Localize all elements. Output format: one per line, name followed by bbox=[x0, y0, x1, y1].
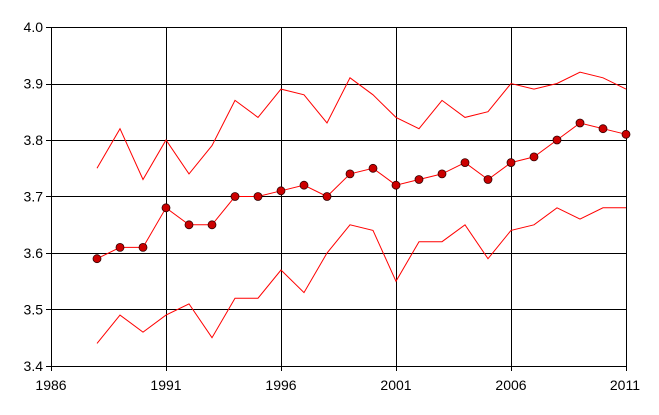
data-point bbox=[437, 169, 447, 179]
data-point bbox=[621, 129, 631, 139]
y-tick-label: 4.0 bbox=[24, 19, 44, 35]
marker-group bbox=[92, 118, 631, 264]
data-point bbox=[506, 158, 516, 168]
data-point bbox=[552, 135, 562, 145]
data-point bbox=[414, 175, 424, 184]
y-tick-label: 3.7 bbox=[24, 189, 44, 205]
x-tick-labels: 1986 1991 1996 2001 2006 2011 bbox=[35, 377, 640, 393]
data-point bbox=[253, 192, 263, 201]
data-point bbox=[230, 192, 240, 201]
data-point bbox=[92, 254, 102, 264]
y-tick-label: 3.9 bbox=[24, 76, 44, 92]
series-line-upper bbox=[96, 71, 627, 181]
data-point bbox=[460, 158, 470, 168]
data-point bbox=[391, 180, 401, 190]
y-tick-label: 3.6 bbox=[24, 245, 44, 261]
x-tick-label: 2006 bbox=[495, 377, 526, 393]
data-point bbox=[598, 124, 608, 134]
data-point bbox=[483, 175, 493, 184]
axis-frame bbox=[46, 27, 627, 371]
y-tick-label: 3.4 bbox=[24, 358, 44, 374]
grid-lines bbox=[51, 27, 627, 367]
data-point bbox=[529, 152, 539, 162]
data-point bbox=[276, 186, 286, 196]
x-tick-label: 1991 bbox=[150, 377, 181, 393]
data-point bbox=[575, 118, 585, 128]
data-point bbox=[138, 242, 148, 252]
x-tick-label: 2001 bbox=[380, 377, 411, 393]
data-point bbox=[368, 163, 378, 173]
data-point bbox=[115, 242, 125, 252]
y-tick-labels: 3.4 3.5 3.6 3.7 3.8 3.9 4.0 bbox=[24, 19, 44, 374]
y-tick-label: 3.5 bbox=[24, 302, 44, 318]
series-line-lower bbox=[96, 207, 626, 344]
data-point bbox=[161, 203, 171, 213]
x-tick-label: 1996 bbox=[265, 377, 296, 393]
data-point bbox=[322, 192, 332, 201]
y-tick-label: 3.8 bbox=[24, 132, 44, 148]
data-point bbox=[299, 180, 309, 190]
data-point bbox=[207, 220, 217, 230]
x-tick-label: 2011 bbox=[610, 377, 640, 393]
data-point bbox=[184, 220, 194, 230]
x-tick-label: 1986 bbox=[35, 377, 66, 393]
series-line-middle bbox=[96, 122, 627, 260]
data-point bbox=[345, 169, 355, 179]
series-group bbox=[96, 71, 627, 344]
